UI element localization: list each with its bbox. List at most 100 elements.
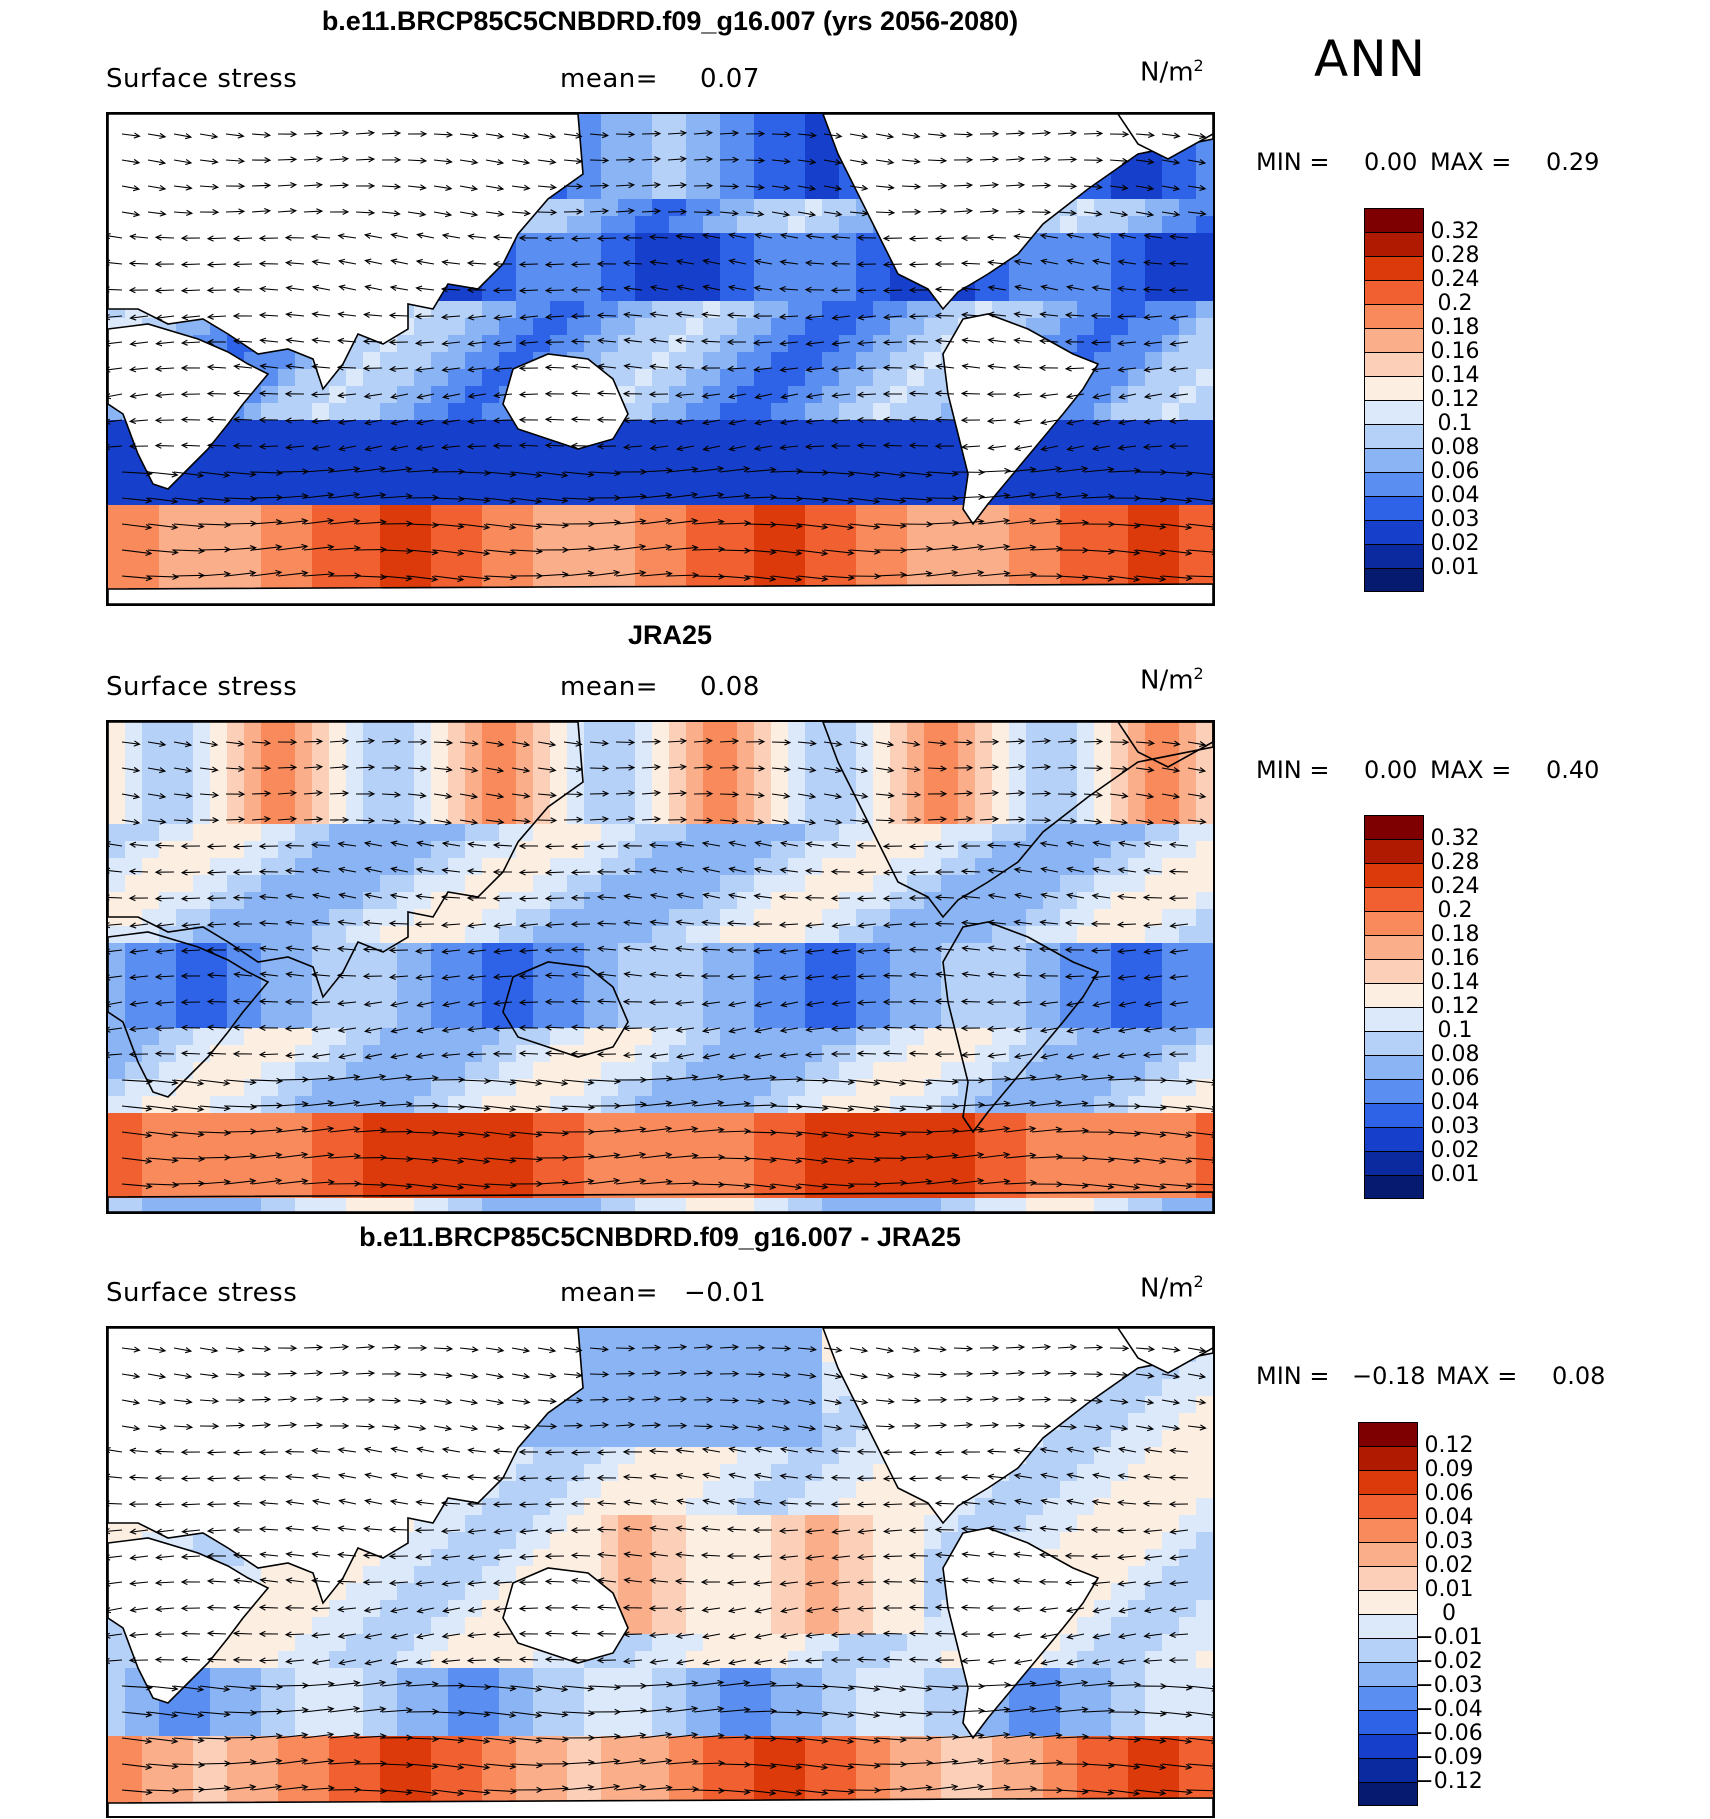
field-cell (1094, 539, 1112, 557)
wind-vector-head (570, 235, 578, 242)
field-cell (771, 318, 789, 336)
field-cell (499, 790, 517, 808)
wind-vector (182, 444, 201, 447)
field-cell (618, 539, 636, 557)
field-cell (873, 335, 891, 353)
wind-vector-head (882, 287, 890, 294)
field-cell (1111, 505, 1129, 523)
field-cell (720, 909, 738, 927)
field-cell (669, 773, 687, 791)
wind-vector-head (654, 181, 662, 189)
field-cell (1128, 216, 1146, 234)
wind-vector-head (363, 392, 371, 399)
field-cell (1060, 1062, 1078, 1080)
wind-vector-head (587, 471, 595, 478)
field-cell (754, 1011, 772, 1029)
field-cell (278, 977, 296, 995)
field-cell (533, 994, 551, 1012)
field-cell (414, 522, 432, 540)
field-cell (142, 505, 160, 523)
field-cell (720, 454, 738, 472)
field-cell (1179, 1011, 1197, 1029)
field-cell (210, 1113, 228, 1131)
field-cell (703, 335, 721, 353)
field-cell (873, 926, 891, 944)
field-cell (1162, 841, 1180, 859)
field-cell (839, 454, 857, 472)
wind-vector (546, 315, 565, 318)
field-cell (312, 403, 330, 421)
field-cell (278, 454, 296, 472)
wind-vector-head (457, 523, 465, 530)
field-cell (397, 994, 415, 1012)
wind-vector (208, 444, 227, 447)
field-cell (1111, 1011, 1129, 1029)
wind-vector-head (951, 544, 959, 551)
wind-vector (391, 260, 409, 265)
field-cell (1128, 522, 1146, 540)
field-cell (822, 454, 840, 472)
field-cell (805, 250, 823, 268)
field-cell (1077, 807, 1095, 825)
field-cell (210, 824, 228, 842)
field-cell (210, 875, 228, 893)
field-cell (1179, 756, 1197, 774)
field-cell (397, 335, 415, 353)
field-cell (737, 960, 755, 978)
field-cell (601, 284, 619, 302)
field-cell (669, 841, 687, 859)
wind-vector-head (882, 339, 890, 346)
field-cell (1179, 824, 1197, 842)
wind-vector-head (290, 131, 298, 138)
wind-vector (797, 575, 828, 580)
field-cell (533, 216, 551, 234)
field-cell (788, 284, 806, 302)
field-cell (1077, 1045, 1095, 1063)
field-cell (278, 1028, 296, 1046)
field-cell (601, 1011, 619, 1029)
field-cell (448, 284, 466, 302)
field-cell (448, 1096, 466, 1114)
field-cell (618, 148, 636, 166)
field-cell (771, 369, 789, 387)
field-cell (669, 454, 687, 472)
wind-vector (199, 471, 230, 477)
field-cell (1128, 994, 1146, 1012)
field-cell (261, 386, 279, 404)
field-cell (1196, 505, 1213, 523)
field-cell (720, 216, 738, 234)
field-cell (295, 420, 313, 438)
field-cell (312, 420, 330, 438)
field-cell (1077, 960, 1095, 978)
field-cell (686, 756, 704, 774)
field-cell (567, 1079, 585, 1097)
field-cell (788, 556, 806, 574)
wind-vector (1161, 159, 1180, 164)
field-cell (363, 824, 381, 842)
wind-vector-head (523, 184, 531, 191)
wind-vector-head (186, 209, 194, 216)
field-cell (720, 875, 738, 893)
wind-vector-head (752, 339, 760, 346)
wind-vector (442, 315, 461, 318)
field-cell (890, 420, 908, 438)
field-cell (652, 858, 670, 876)
field-cell (210, 1079, 228, 1097)
wind-vector (1031, 467, 1062, 473)
wind-vector (1187, 185, 1206, 190)
field-cell (363, 1011, 381, 1029)
field-cell (924, 1028, 942, 1046)
field-cell (1179, 165, 1197, 183)
field-cell (941, 556, 959, 574)
wind-vector (641, 545, 672, 551)
field-cell (567, 1113, 585, 1131)
wind-vector (719, 575, 750, 579)
field-cell (652, 369, 670, 387)
field-cell (805, 267, 823, 285)
field-cell (907, 892, 925, 910)
wind-vector (416, 341, 435, 344)
field-cell (1128, 301, 1146, 319)
wind-vector-head (466, 260, 474, 267)
wind-vector (703, 419, 721, 424)
wind-vector (832, 315, 851, 319)
